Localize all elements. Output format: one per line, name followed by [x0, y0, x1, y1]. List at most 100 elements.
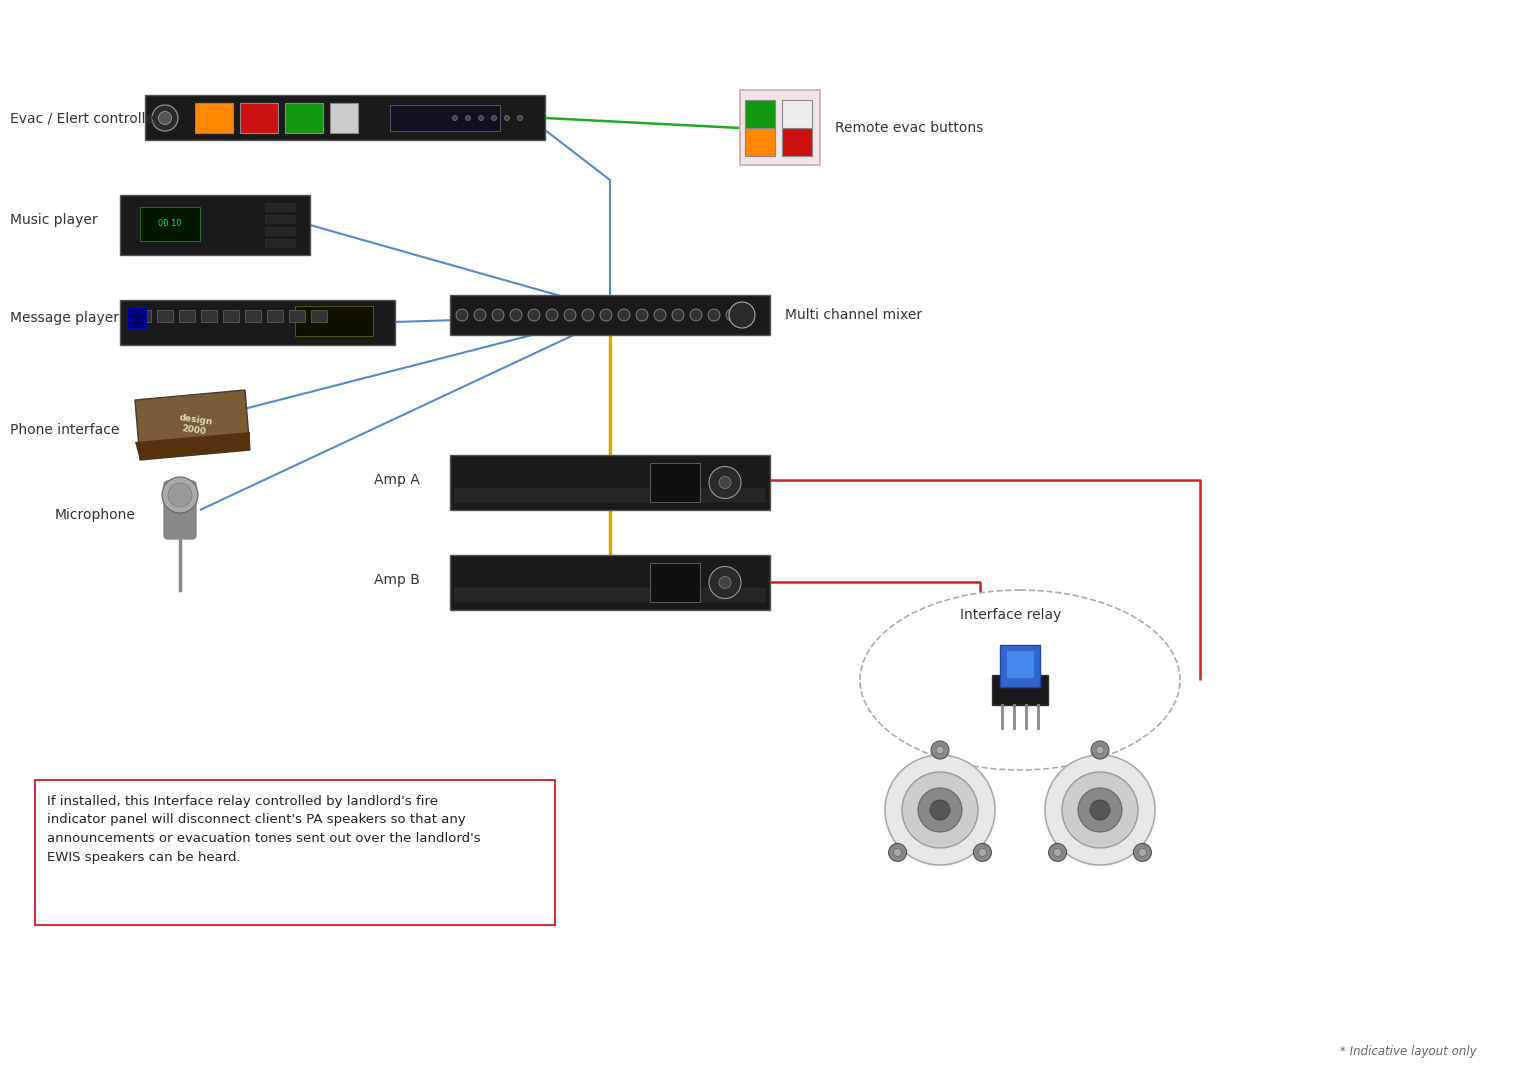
Circle shape: [1061, 772, 1138, 848]
Circle shape: [153, 105, 179, 131]
FancyBboxPatch shape: [286, 103, 324, 133]
Circle shape: [725, 309, 738, 321]
Circle shape: [979, 849, 986, 856]
FancyBboxPatch shape: [128, 308, 147, 328]
FancyBboxPatch shape: [266, 227, 295, 235]
Circle shape: [918, 788, 962, 832]
FancyBboxPatch shape: [179, 310, 195, 322]
Circle shape: [1090, 800, 1110, 820]
Circle shape: [159, 111, 171, 124]
Text: Multi channel mixer: Multi channel mixer: [785, 308, 922, 322]
FancyBboxPatch shape: [330, 103, 357, 133]
FancyBboxPatch shape: [240, 103, 278, 133]
Ellipse shape: [860, 590, 1180, 770]
Text: Microphone: Microphone: [55, 508, 136, 522]
Circle shape: [466, 116, 470, 121]
FancyBboxPatch shape: [450, 555, 770, 610]
Text: If installed, this Interface relay controlled by landlord's fire
indicator panel: If installed, this Interface relay contr…: [47, 795, 481, 864]
Circle shape: [709, 467, 741, 499]
Circle shape: [690, 309, 702, 321]
FancyBboxPatch shape: [782, 129, 812, 156]
FancyBboxPatch shape: [455, 488, 765, 502]
FancyBboxPatch shape: [745, 100, 776, 129]
Circle shape: [547, 309, 557, 321]
Circle shape: [582, 309, 594, 321]
FancyBboxPatch shape: [244, 310, 261, 322]
Text: Amp B: Amp B: [374, 573, 420, 588]
Circle shape: [162, 477, 199, 513]
FancyBboxPatch shape: [745, 129, 776, 156]
FancyBboxPatch shape: [782, 100, 812, 129]
FancyBboxPatch shape: [134, 310, 151, 322]
FancyBboxPatch shape: [295, 306, 373, 336]
FancyBboxPatch shape: [140, 207, 200, 241]
Circle shape: [930, 800, 950, 820]
Circle shape: [1054, 849, 1061, 856]
FancyBboxPatch shape: [223, 310, 240, 322]
Circle shape: [728, 302, 754, 328]
FancyBboxPatch shape: [145, 95, 545, 140]
Text: Amp A: Amp A: [374, 473, 420, 487]
Text: Message player: Message player: [11, 311, 119, 325]
FancyBboxPatch shape: [741, 90, 820, 165]
Circle shape: [492, 116, 496, 121]
FancyBboxPatch shape: [266, 239, 295, 247]
FancyBboxPatch shape: [450, 295, 770, 335]
FancyBboxPatch shape: [121, 195, 310, 255]
Circle shape: [618, 309, 631, 321]
FancyBboxPatch shape: [455, 588, 765, 602]
Polygon shape: [134, 432, 250, 460]
FancyBboxPatch shape: [312, 310, 327, 322]
FancyBboxPatch shape: [121, 300, 395, 345]
Circle shape: [1096, 746, 1104, 754]
FancyBboxPatch shape: [651, 463, 699, 502]
Text: 00 10: 00 10: [159, 219, 182, 229]
Circle shape: [936, 746, 944, 754]
Circle shape: [1044, 755, 1154, 865]
Circle shape: [1078, 788, 1122, 832]
Circle shape: [473, 309, 486, 321]
Circle shape: [889, 843, 907, 862]
FancyBboxPatch shape: [35, 780, 554, 924]
Circle shape: [1133, 843, 1151, 862]
FancyBboxPatch shape: [202, 310, 217, 322]
FancyBboxPatch shape: [157, 310, 173, 322]
FancyBboxPatch shape: [450, 455, 770, 510]
Circle shape: [600, 309, 612, 321]
Circle shape: [452, 116, 458, 121]
Circle shape: [168, 483, 192, 507]
Text: * Indicative layout only: * Indicative layout only: [1341, 1045, 1477, 1058]
Circle shape: [973, 843, 991, 862]
Circle shape: [492, 309, 504, 321]
Circle shape: [510, 309, 522, 321]
Circle shape: [654, 309, 666, 321]
Text: Phone interface: Phone interface: [11, 423, 119, 437]
Circle shape: [886, 755, 996, 865]
FancyBboxPatch shape: [1000, 645, 1040, 687]
FancyBboxPatch shape: [389, 105, 499, 131]
Circle shape: [931, 741, 948, 759]
Circle shape: [902, 772, 977, 848]
Circle shape: [1090, 741, 1109, 759]
FancyBboxPatch shape: [266, 215, 295, 222]
FancyBboxPatch shape: [993, 675, 1048, 705]
Circle shape: [709, 309, 721, 321]
FancyBboxPatch shape: [289, 310, 305, 322]
Circle shape: [719, 476, 731, 488]
FancyBboxPatch shape: [163, 481, 195, 539]
Circle shape: [1139, 849, 1147, 856]
Circle shape: [893, 849, 901, 856]
FancyBboxPatch shape: [266, 203, 295, 211]
FancyBboxPatch shape: [1006, 650, 1034, 678]
Circle shape: [528, 309, 541, 321]
Polygon shape: [134, 390, 250, 460]
Circle shape: [518, 116, 522, 121]
Circle shape: [719, 577, 731, 589]
Circle shape: [1049, 843, 1066, 862]
Text: Evac / Elert controller: Evac / Elert controller: [11, 111, 160, 125]
Text: Music player: Music player: [11, 213, 98, 227]
FancyBboxPatch shape: [267, 310, 282, 322]
Text: Remote evac buttons: Remote evac buttons: [835, 121, 983, 135]
Circle shape: [563, 309, 576, 321]
Circle shape: [637, 309, 647, 321]
